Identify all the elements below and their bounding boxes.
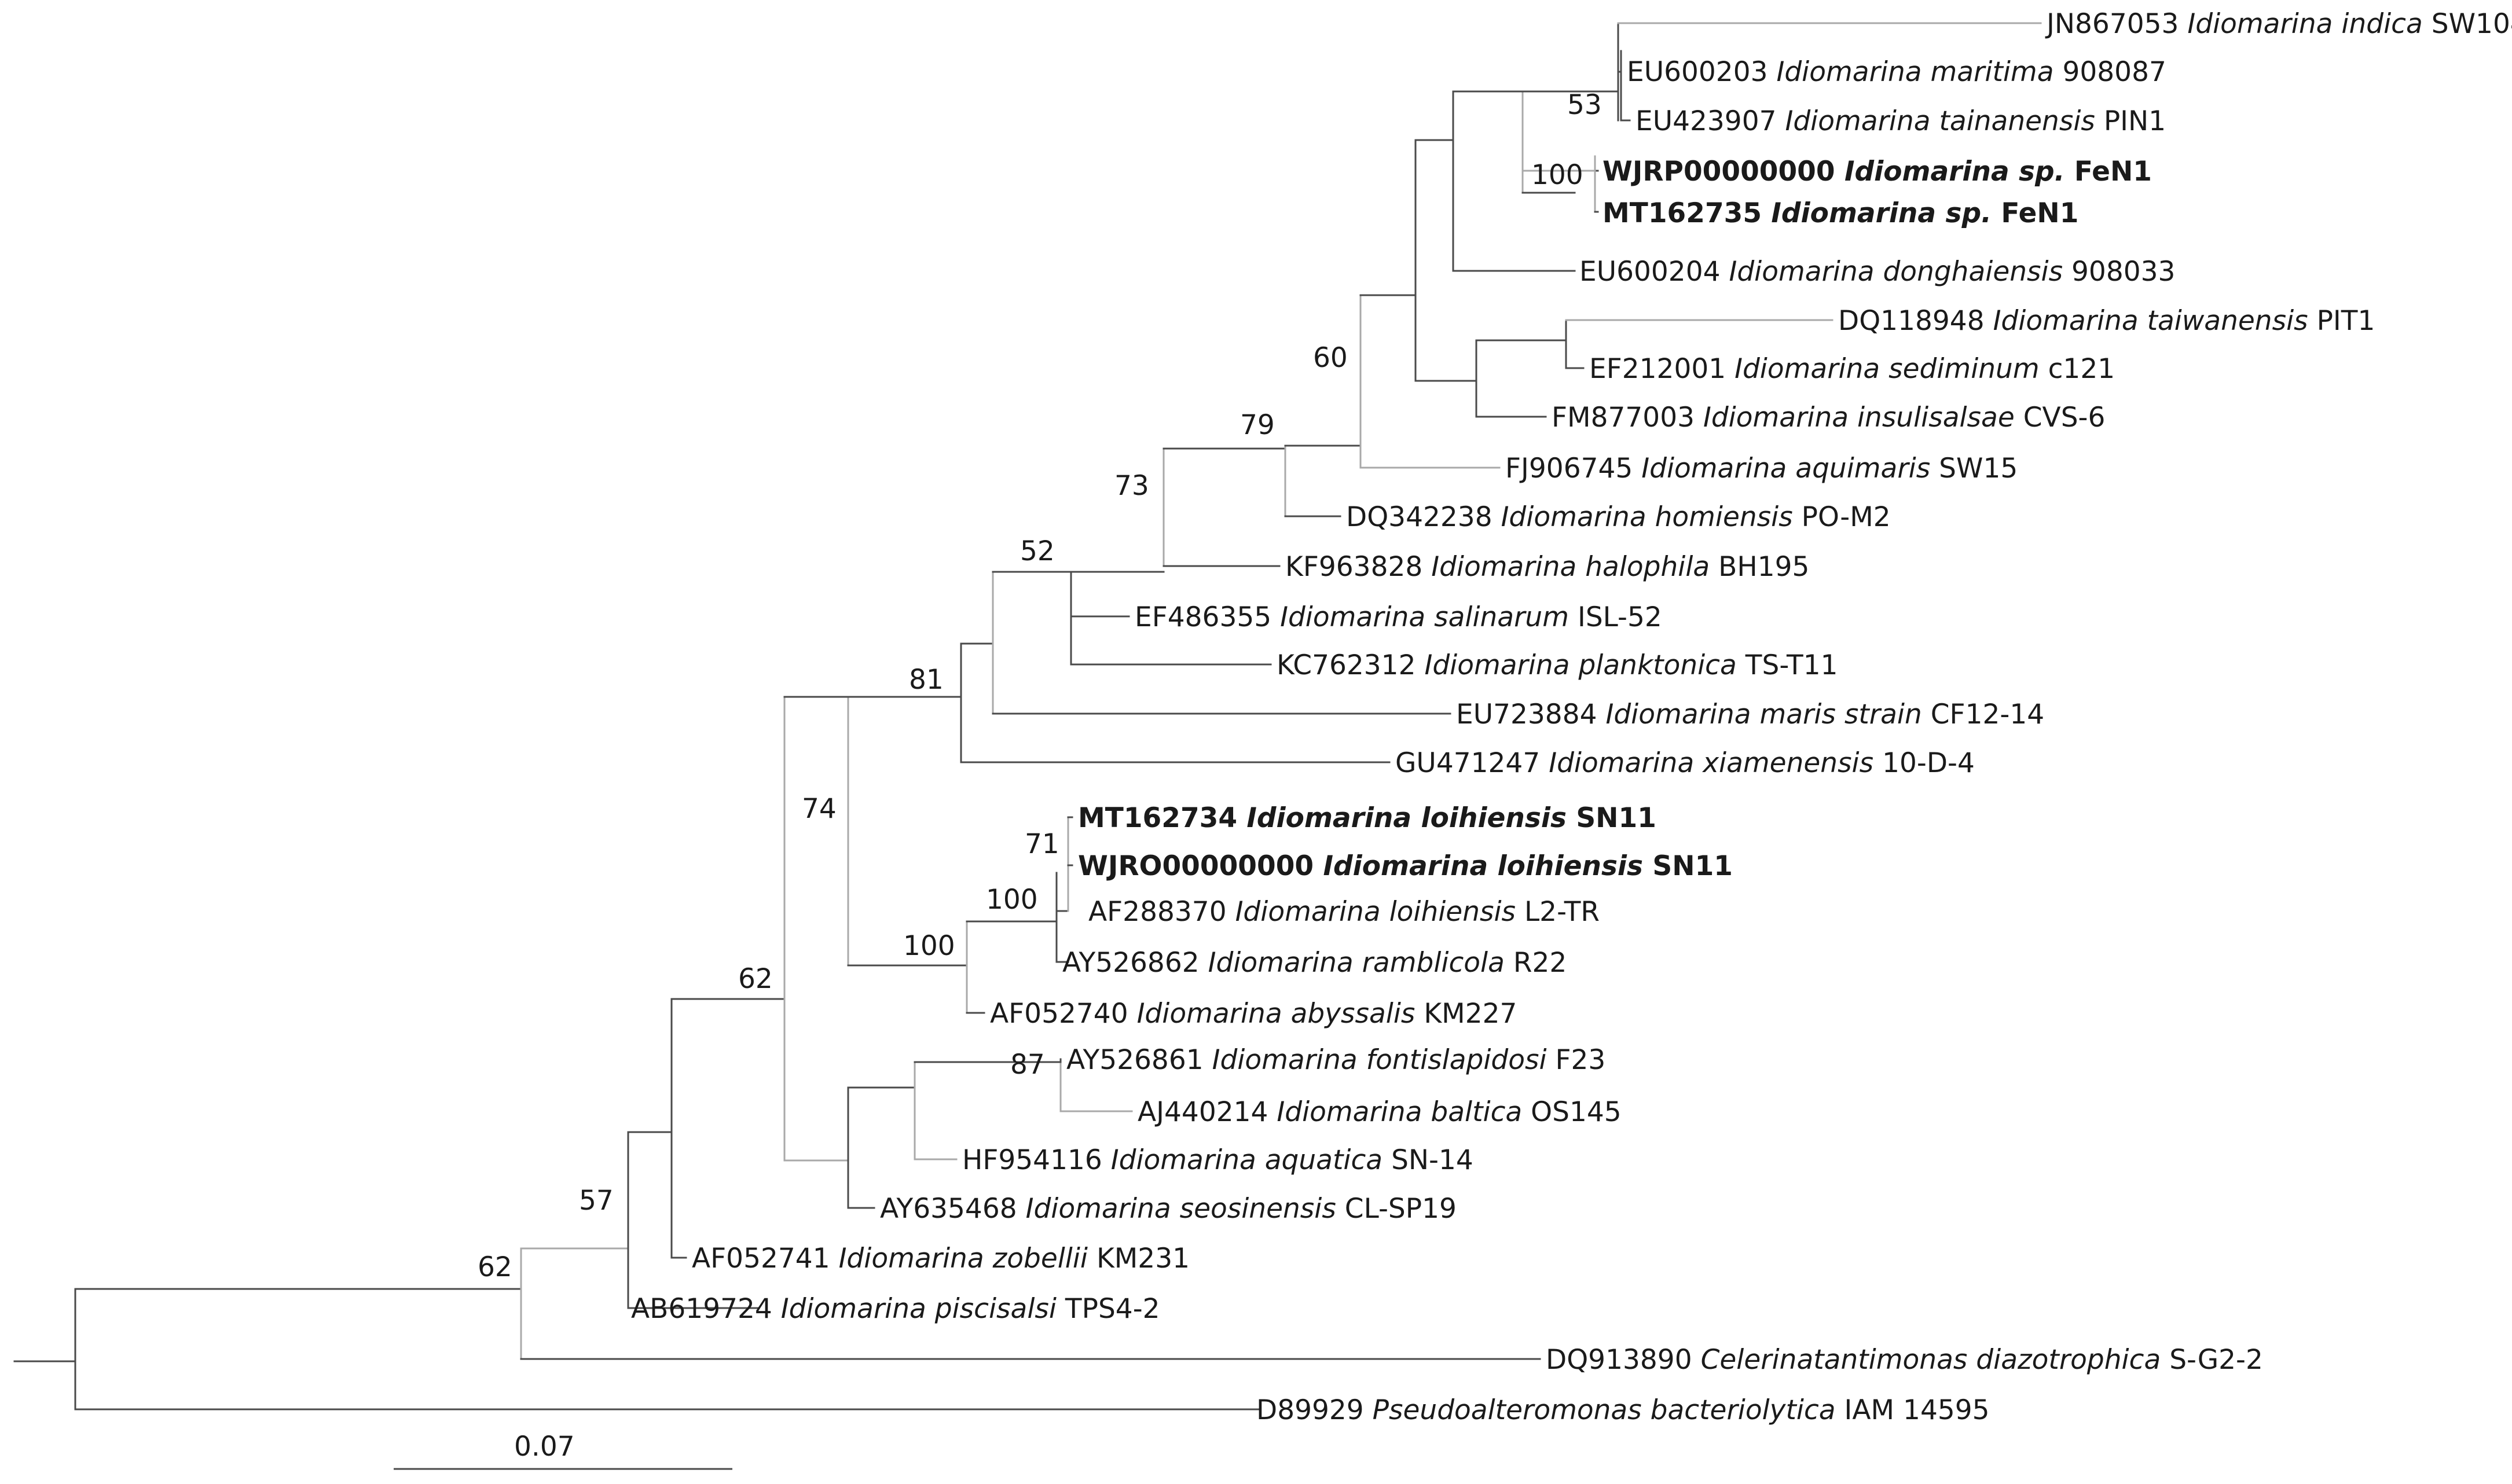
leaf-label: AF052741 Idiomarina zobellii KM231 (692, 1243, 1190, 1274)
leaf-label: HF954116 Idiomarina aquatica SN-14 (962, 1144, 1473, 1176)
bootstrap-53: 53 (1567, 89, 1602, 121)
scale-bar: 0.07 (394, 1431, 732, 1470)
leaf-label: JN867053 Idiomarina indica SW104 (2045, 8, 2512, 40)
leaf-label: AF288370 Idiomarina loihiensis L2-TR (1088, 896, 1600, 928)
leaf-label: FM877003 Idiomarina insulisalsae CVS-6 (1552, 402, 2105, 434)
bootstrap-100-abyssalis: 100 (903, 930, 955, 962)
leaf-label: AY526862 Idiomarina ramblicola R22 (1062, 947, 1567, 979)
bootstrap-71: 71 (1025, 828, 1059, 860)
bootstrap-100-fen1: 100 (1531, 159, 1583, 191)
bootstrap-79: 79 (1240, 409, 1275, 441)
leaf-label: AB619724 Idiomarina piscisalsi TPS4-2 (631, 1293, 1160, 1325)
leaf-label: DQ118948 Idiomarina taiwanensis PIT1 (1838, 305, 2375, 337)
leaf-label: EF486355 Idiomarina salinarum ISL-52 (1135, 601, 1662, 633)
leaf-label: EF212001 Idiomarina sediminum c121 (1589, 353, 2115, 385)
bootstrap-values: 53 100 60 79 73 52 81 74 71 100 100 87 6… (478, 89, 1602, 1283)
leaf-label: EU600204 Idiomarina donghaiensis 908033 (1579, 256, 2175, 288)
leaf-label: D89929 Pseudoalteromonas bacteriolytica … (1256, 1394, 1990, 1426)
leaf-label: EU723884 Idiomarina maris strain CF12-14 (1456, 699, 2044, 730)
leaf-labels: JN867053 Idiomarina indica SW104 EU60020… (631, 8, 2512, 1426)
bootstrap-73: 73 (1114, 470, 1149, 502)
leaf-label: DQ913890 Celerinatantimonas diazotrophic… (1546, 1344, 2263, 1376)
leaf-label: AF052740 Idiomarina abyssalis KM227 (990, 998, 1517, 1030)
bootstrap-52: 52 (1020, 535, 1055, 567)
leaf-label: FJ906745 Idiomarina aquimaris SW15 (1505, 453, 2018, 484)
leaf-label-highlighted: WJRO00000000 Idiomarina loihiensis SN11 (1078, 850, 1733, 882)
leaf-label: AY635468 Idiomarina seosinensis CL-SP19 (880, 1193, 1457, 1225)
leaf-label-highlighted: MT162734 Idiomarina loihiensis SN11 (1078, 802, 1656, 834)
bootstrap-100-loihiensis: 100 (986, 884, 1038, 916)
leaf-label: AJ440214 Idiomarina baltica OS145 (1138, 1096, 1622, 1128)
bootstrap-57: 57 (579, 1185, 614, 1217)
leaf-label: DQ342238 Idiomarina homiensis PO-M2 (1346, 501, 1891, 533)
leaf-label: EU423907 Idiomarina tainanensis PIN1 (1635, 105, 2166, 137)
scale-bar-label: 0.07 (514, 1431, 575, 1463)
bootstrap-62-inner: 62 (738, 963, 773, 995)
bootstrap-62-outer: 62 (478, 1251, 512, 1283)
leaf-label: KF963828 Idiomarina halophila BH195 (1285, 551, 1809, 583)
bootstrap-87: 87 (1010, 1049, 1045, 1081)
tree-branches (13, 22, 2042, 1410)
leaf-label: AY526861 Idiomarina fontislapidosi F23 (1066, 1044, 1605, 1076)
bootstrap-81: 81 (909, 664, 944, 696)
leaf-label-highlighted: MT162735 Idiomarina sp. FeN1 (1602, 197, 2078, 229)
bootstrap-60: 60 (1313, 342, 1348, 374)
bootstrap-74: 74 (802, 793, 837, 825)
leaf-label: EU600203 Idiomarina maritima 908087 (1627, 56, 2166, 88)
leaf-label: KC762312 Idiomarina planktonica TS-T11 (1277, 649, 1838, 681)
leaf-label-highlighted: WJRP00000000 Idiomarina sp. FeN1 (1602, 156, 2152, 188)
leaf-label: GU471247 Idiomarina xiamenensis 10-D-4 (1395, 747, 1975, 779)
